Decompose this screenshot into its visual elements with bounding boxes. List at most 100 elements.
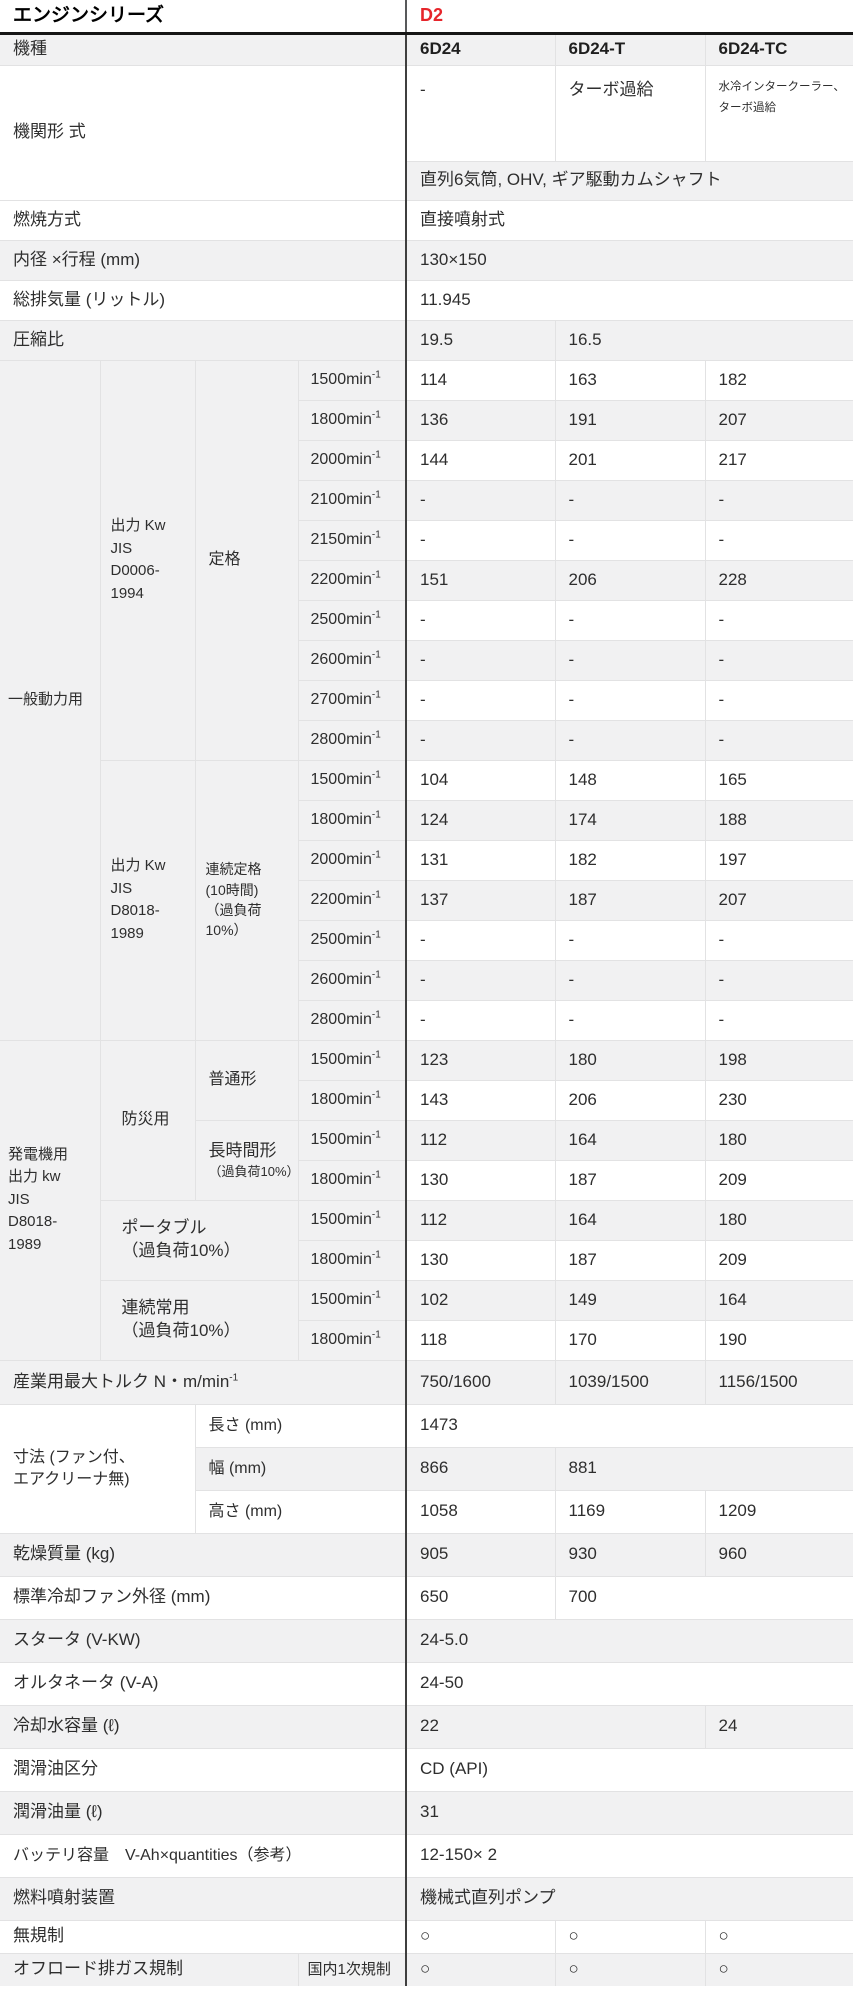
row-label-fan-diameter: 標準冷却ファン外径 (mm) — [0, 1575, 407, 1620]
power-value: 228 — [704, 559, 853, 601]
row-label-offroad: オフロード排ガス規制 — [0, 1952, 299, 1987]
availability-mark: ○ — [554, 1919, 706, 1954]
power-value: - — [554, 639, 706, 681]
power-value: - — [554, 479, 706, 521]
rpm-cell: 2600min-1 — [297, 959, 407, 1001]
spec-value-span: 直接噴射式 — [405, 199, 853, 241]
row-label-combustion: 燃焼方式 — [0, 199, 407, 241]
spec-value-span: 11.945 — [405, 279, 853, 321]
power-value: - — [554, 519, 706, 561]
row-label-battery: バッテリ容量 V-Ah×quantities（参考） — [0, 1833, 407, 1878]
spec-value: 1039/1500 — [554, 1359, 706, 1405]
rpm-cell: 2800min-1 — [297, 999, 407, 1041]
spec-value: 1169 — [554, 1489, 706, 1534]
rpm-cell: 1800min-1 — [297, 1079, 407, 1121]
group-label-continuous-use: 連続常用 （過負荷10%） — [99, 1279, 299, 1361]
power-value: - — [704, 599, 853, 641]
spec-value: 19.5 — [405, 319, 556, 361]
power-value: 187 — [554, 879, 706, 921]
availability-mark: ○ — [704, 1952, 853, 1987]
power-value: 102 — [405, 1279, 556, 1321]
power-value: 190 — [704, 1319, 853, 1361]
row-label-torque: 産業用最大トルク N・m/min-1 — [0, 1359, 407, 1405]
power-value: - — [704, 519, 853, 561]
rpm-cell: 1800min-1 — [297, 799, 407, 841]
power-value: - — [405, 999, 556, 1041]
spec-value-span: 1473 — [405, 1403, 853, 1448]
power-value: 187 — [554, 1239, 706, 1281]
power-value: 136 — [405, 399, 556, 441]
power-value: 151 — [405, 559, 556, 601]
power-value: - — [554, 999, 706, 1041]
group-label-bousai: 防災用 — [99, 1039, 196, 1201]
power-value: 130 — [405, 1159, 556, 1201]
model-name: 6D24-T — [554, 32, 706, 66]
row-label-no-regulation: 無規制 — [0, 1919, 407, 1954]
power-value: - — [405, 599, 556, 641]
power-value: - — [554, 679, 706, 721]
rpm-cell: 1500min-1 — [297, 1039, 407, 1081]
row-label-alternator: オルタネータ (V-A) — [0, 1661, 407, 1706]
spec-value-span: 16.5 — [554, 319, 853, 361]
spec-value: 1058 — [405, 1489, 556, 1534]
group-label-std: 出力 Kw JIS D8018-1989 — [99, 759, 196, 1041]
power-value: 164 — [554, 1199, 706, 1241]
sub-label-height: 高さ (mm) — [194, 1489, 407, 1534]
spec-value-span: 881 — [554, 1446, 853, 1491]
power-value: 217 — [704, 439, 853, 481]
power-value: 130 — [405, 1239, 556, 1281]
availability-mark: ○ — [405, 1919, 556, 1954]
rpm-cell: 2100min-1 — [297, 479, 407, 521]
power-value: 164 — [704, 1279, 853, 1321]
power-value: 182 — [704, 359, 853, 401]
power-value: - — [405, 679, 556, 721]
power-value: - — [405, 639, 556, 681]
power-value: 174 — [554, 799, 706, 841]
power-value: - — [704, 999, 853, 1041]
superscript: -1 — [229, 1371, 239, 1383]
row-label-injection: 燃料噴射装置 — [0, 1876, 407, 1921]
spec-value: ターボ過給 — [554, 64, 706, 162]
power-value: 170 — [554, 1319, 706, 1361]
page-title: エンジンシリーズ — [13, 4, 165, 26]
power-value: 180 — [554, 1039, 706, 1081]
power-value: - — [704, 679, 853, 721]
rpm-cell: 2600min-1 — [297, 639, 407, 681]
row-label-models: 機種 — [0, 32, 407, 66]
row-label-displacement: 総排気量 (リットル) — [0, 279, 407, 321]
spec-value-span: 700 — [554, 1575, 853, 1620]
spec-value: 750/1600 — [405, 1359, 556, 1405]
spec-value: 905 — [405, 1532, 556, 1577]
spec-value: 960 — [704, 1532, 853, 1577]
group-label-portable: ポータブル （過負荷10%） — [99, 1199, 299, 1281]
rpm-cell: 2800min-1 — [297, 719, 407, 761]
spec-value: 24 — [704, 1704, 853, 1749]
power-value: 114 — [405, 359, 556, 401]
rpm-cell: 1800min-1 — [297, 1319, 407, 1361]
spec-value-span: CD (API) — [405, 1747, 853, 1792]
rpm-cell: 2000min-1 — [297, 839, 407, 881]
power-value: 209 — [704, 1239, 853, 1281]
group-label-std: 出力 Kw JIS D0006-1994 — [99, 359, 196, 761]
rpm-cell: 2000min-1 — [297, 439, 407, 481]
spec-value-span: 24-5.0 — [405, 1618, 853, 1663]
section-label-general-power: 一般動力用 — [0, 359, 101, 1041]
power-value: 163 — [554, 359, 706, 401]
power-value: 164 — [554, 1119, 706, 1161]
power-value: 187 — [554, 1159, 706, 1201]
group-label-type: 長時間形 （過負荷10%） — [194, 1119, 299, 1201]
power-value: - — [405, 519, 556, 561]
power-value: 112 — [405, 1119, 556, 1161]
availability-mark: ○ — [405, 1952, 556, 1987]
power-value: 165 — [704, 759, 853, 801]
row-label-compression: 圧縮比 — [0, 319, 407, 361]
power-value: 209 — [704, 1159, 853, 1201]
power-value: 201 — [554, 439, 706, 481]
superscript: -1 — [371, 369, 381, 381]
group-label-type: 連続定格 (10時間) （過負荷10%） — [194, 759, 299, 1041]
power-value: 112 — [405, 1199, 556, 1241]
power-value: 197 — [704, 839, 853, 881]
spec-value: 1156/1500 — [704, 1359, 853, 1405]
availability-mark: ○ — [554, 1952, 706, 1987]
